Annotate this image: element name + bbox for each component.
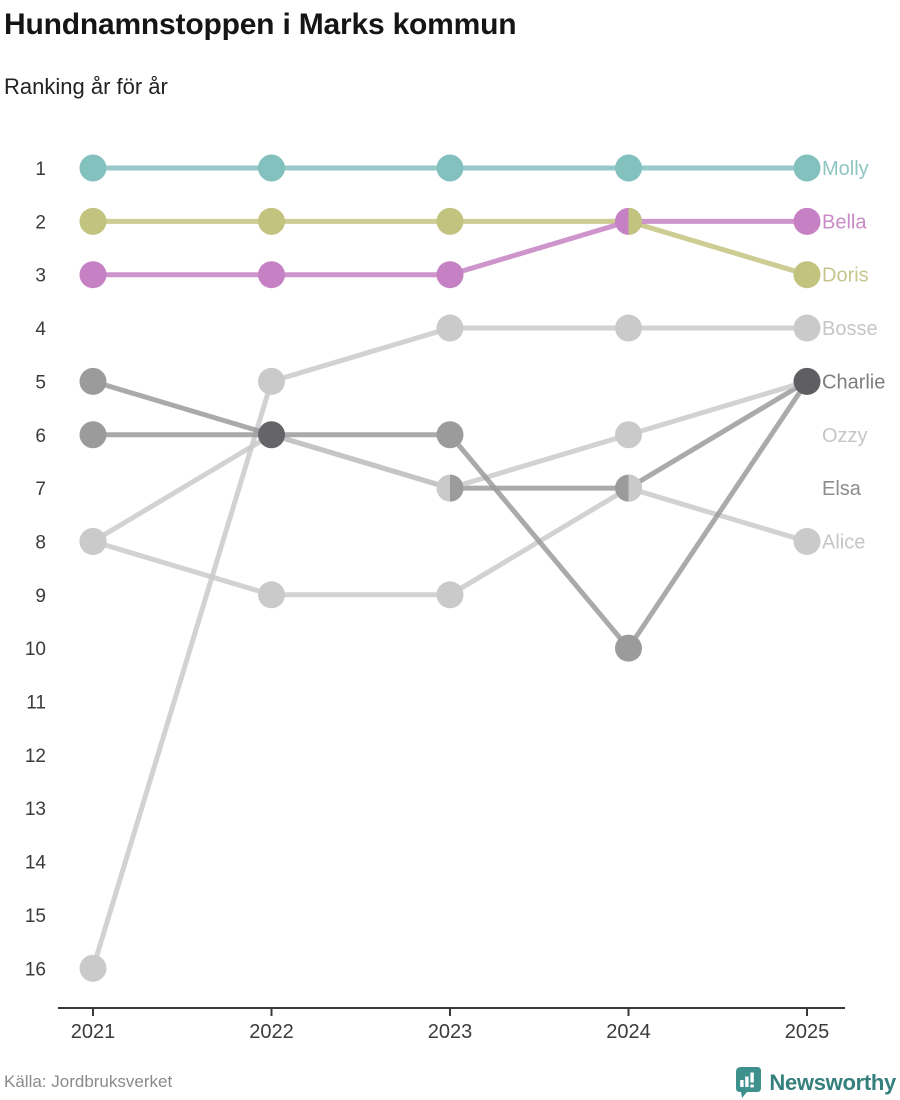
tie-dot-split-half	[450, 474, 464, 502]
data-point-dot	[258, 367, 285, 395]
year-tick-label: 2025	[785, 1021, 830, 1043]
year-tick-label: 2021	[71, 1021, 116, 1043]
data-point-dot	[436, 314, 464, 342]
series-label-bella: Bella	[822, 211, 867, 233]
data-point-dot	[793, 261, 821, 289]
data-point-dot	[436, 581, 464, 609]
series-label-elsa: Elsa	[822, 478, 862, 500]
newsworthy-logo: Newsworthy	[734, 1066, 896, 1099]
rank-tick-label: 10	[25, 639, 46, 660]
data-point-dot	[436, 261, 464, 289]
data-point-dot	[79, 154, 107, 182]
series-label-bosse: Bosse	[822, 318, 878, 340]
rank-tick-label: 1	[35, 159, 46, 180]
data-point-dot	[615, 154, 642, 182]
data-point-dot	[793, 527, 821, 555]
page-title: Hundnamnstoppen i Marks kommun	[4, 8, 517, 41]
rank-tick-label: 8	[35, 532, 46, 553]
rank-tick-label: 13	[25, 799, 46, 820]
data-point-dot	[79, 207, 107, 235]
data-point-dot	[436, 421, 464, 449]
year-tick-label: 2022	[249, 1021, 294, 1043]
rank-tick-label: 2	[35, 212, 46, 233]
rank-tick-label: 6	[35, 426, 46, 447]
data-point-dot	[258, 581, 285, 609]
rank-tick-label: 3	[35, 266, 46, 287]
chart-footer: Källa: Jordbruksverket Newsworthy	[0, 1062, 900, 1100]
data-point-dot	[615, 314, 642, 342]
rank-tick-label: 9	[35, 586, 46, 607]
data-point-dot	[79, 421, 107, 449]
tie-dot-split-half	[628, 474, 642, 502]
rank-tick-label: 5	[35, 372, 46, 393]
rank-tick-label: 7	[35, 479, 46, 500]
rank-tick-label: 4	[35, 319, 46, 340]
data-point-dot	[793, 314, 821, 342]
data-point-dot	[615, 421, 642, 449]
year-tick-label: 2024	[606, 1021, 651, 1043]
logo-badge-icon	[736, 1067, 762, 1098]
data-point-dot	[436, 207, 464, 235]
tie-dot-dark	[793, 367, 821, 395]
series-label-doris: Doris	[822, 265, 869, 287]
rank-tick-label: 11	[26, 693, 46, 714]
chart-header: Hundnamnstoppen i Marks kommun Ranking å…	[4, 8, 894, 100]
tie-dot-split-half	[628, 207, 642, 235]
data-point-dot	[79, 954, 107, 982]
year-tick-label: 2023	[428, 1021, 473, 1043]
source-text: Källa: Jordbruksverket	[4, 1072, 173, 1091]
bump-chart-svg: 2021 2022 2023 2024 202512345678910111213141…	[25, 154, 885, 1043]
series-label-ozzy: Ozzy	[822, 425, 868, 447]
data-point-dot	[79, 367, 107, 395]
data-point-dot	[793, 207, 821, 235]
series-label-charlie: Charlie	[822, 371, 885, 393]
data-point-dot	[258, 207, 285, 235]
data-point-dot	[793, 154, 821, 182]
data-point-dot	[79, 261, 107, 289]
data-point-dot	[615, 634, 642, 662]
rank-tick-label: 12	[25, 746, 46, 767]
data-point-dot	[436, 154, 464, 182]
bump-chart-container: 2021 2022 2023 2024 2025 1 2 3 4 5 6 7 8 9 10 11 12 13 14 1…	[0, 130, 900, 1045]
rank-tick-label: 15	[25, 906, 46, 927]
series-label-molly: Molly	[822, 158, 869, 180]
series-label-alice: Alice	[822, 531, 865, 553]
series-line-ozzy	[91, 379, 808, 544]
brand-text: Newsworthy	[769, 1069, 896, 1095]
data-point-dot	[258, 261, 285, 289]
rank-tick-label: 14	[25, 853, 47, 874]
rank-tick-label: 16	[25, 959, 46, 980]
tie-dot-dark	[258, 421, 285, 449]
data-point-dot	[258, 154, 285, 182]
data-point-dot	[79, 527, 107, 555]
page-subtitle: Ranking år för år	[4, 74, 168, 99]
